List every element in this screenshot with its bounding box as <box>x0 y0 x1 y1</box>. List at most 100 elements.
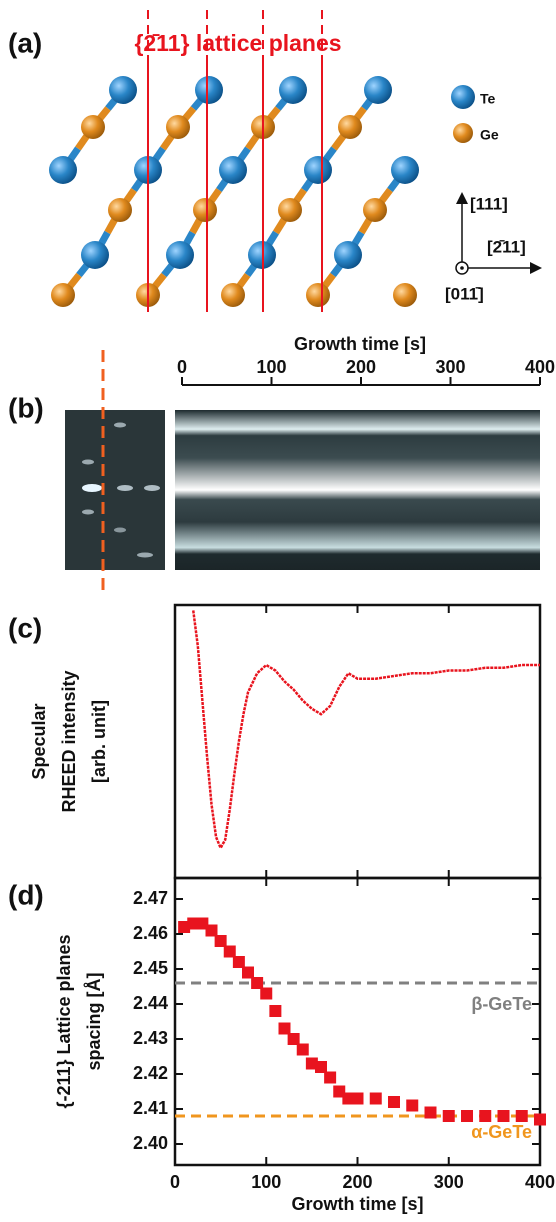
axis-out-dot <box>460 266 464 270</box>
panel-label: (c) <box>8 612 42 643</box>
data-point <box>342 1092 355 1105</box>
direction-label: [2̄11] <box>487 237 526 256</box>
data-point <box>196 917 209 930</box>
ge-atom <box>51 283 75 307</box>
y-tick-label: 2.43 <box>133 1028 168 1048</box>
lattice-title: {2̄11} lattice planes <box>134 30 341 56</box>
data-point <box>315 1061 327 1073</box>
y-axis-label: RHEED intensity <box>59 670 79 812</box>
x-tick-label: 100 <box>256 357 286 377</box>
data-point <box>242 966 254 979</box>
x-tick-label: 200 <box>342 1172 372 1192</box>
data-point <box>296 1043 309 1056</box>
y-tick-label: 2.42 <box>133 1063 168 1083</box>
y-tick-label: 2.45 <box>133 958 168 978</box>
data-point <box>223 945 236 958</box>
te-atom <box>334 241 362 269</box>
te-atom <box>364 76 392 104</box>
data-point <box>461 1110 473 1122</box>
data-point <box>479 1110 492 1122</box>
reference-label: α-GeTe <box>471 1122 532 1142</box>
legend-atom <box>453 123 473 143</box>
te-atom <box>195 76 223 104</box>
charts: Specular RHEED intensity [arb. unit] 0 100 20… <box>29 603 555 1214</box>
panel-label: (b) <box>8 392 44 423</box>
y-axis-label: spacing [Å] <box>84 972 104 1070</box>
rheed-axis: 0 100 200 300 400 Growth time [s] <box>177 334 555 386</box>
legend-atom <box>451 85 475 109</box>
x-tick-label: 400 <box>525 1172 555 1192</box>
ge-atom <box>338 115 362 139</box>
te-atom <box>304 156 332 184</box>
y-axis-label: {-211} Lattice planes <box>54 934 74 1108</box>
x-tick-label: 300 <box>434 1172 464 1192</box>
ge-atom <box>108 198 132 222</box>
x-axis-label: Growth time [s] <box>291 1194 423 1214</box>
ge-atom <box>363 198 387 222</box>
te-atom <box>166 241 194 269</box>
legend-label: Ge <box>480 127 499 143</box>
data-point <box>214 935 227 947</box>
x-tick-label: 300 <box>435 357 465 377</box>
y-tick-label: 2.41 <box>133 1098 168 1118</box>
ge-atom <box>221 283 245 307</box>
reference-label: β-GeTe <box>471 994 532 1014</box>
y-tick-label: 2.44 <box>133 993 168 1013</box>
panel-label: (d) <box>8 879 44 910</box>
x-tick-label: 0 <box>170 1172 180 1192</box>
arrow-head <box>456 192 468 204</box>
plot-frame <box>173 603 542 880</box>
intensity-line <box>192 610 540 851</box>
data-point <box>324 1071 337 1084</box>
data-point <box>187 917 200 930</box>
data-point <box>388 1096 400 1108</box>
y-axis-label: Specular <box>29 703 49 779</box>
data-point <box>497 1110 510 1122</box>
x-tick-label: 0 <box>177 357 187 377</box>
data-point <box>251 977 264 989</box>
direction-label: [111] <box>470 194 508 213</box>
data-point <box>424 1106 437 1119</box>
ge-atom <box>193 198 217 222</box>
direction-label: [011̄] <box>445 284 484 303</box>
te-atom <box>391 156 419 184</box>
data-point <box>369 1092 382 1105</box>
lattice-diagram: Te Ge [111] [2̄11] [011̄] <box>49 10 542 312</box>
data-point <box>515 1110 528 1122</box>
ge-atom <box>81 115 105 139</box>
x-tick-label: 400 <box>525 357 555 377</box>
data-point <box>442 1110 455 1122</box>
y-tick-label: 2.47 <box>133 888 168 908</box>
x-tick-label: 100 <box>251 1172 281 1192</box>
data-point <box>232 956 245 968</box>
arrow-head <box>530 262 542 274</box>
te-atom <box>109 76 137 104</box>
data-point <box>269 1005 282 1017</box>
y-tick-label: 2.46 <box>133 923 168 943</box>
rheed-time-evolution <box>175 410 540 570</box>
data-point <box>406 1099 419 1112</box>
ge-atom <box>306 283 330 307</box>
data-point <box>260 987 273 1000</box>
data-point <box>534 1113 546 1126</box>
panel-label: (a) <box>8 27 42 58</box>
ge-atom <box>166 115 190 139</box>
te-atom <box>49 156 77 184</box>
te-atom <box>81 241 109 269</box>
te-atom <box>279 76 307 104</box>
ge-atom <box>278 198 302 222</box>
data-point <box>178 921 191 933</box>
data-point <box>205 924 218 937</box>
legend-label: Te <box>480 91 496 107</box>
x-tick-label: 200 <box>346 357 376 377</box>
data-point <box>278 1022 291 1035</box>
x-axis-label: Growth time [s] <box>294 334 426 354</box>
data-point <box>305 1057 318 1070</box>
ge-atom <box>393 283 417 307</box>
data-point <box>287 1033 300 1045</box>
data-point <box>333 1085 346 1098</box>
te-atom <box>219 156 247 184</box>
y-tick-label: 2.40 <box>133 1133 168 1153</box>
data-point <box>351 1092 364 1105</box>
